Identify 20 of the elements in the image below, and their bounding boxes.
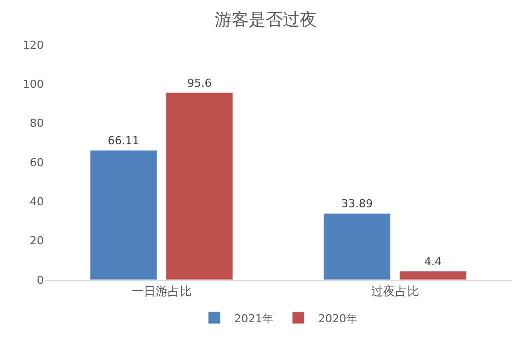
data-label: 95.6 xyxy=(187,76,212,90)
bar xyxy=(400,271,467,280)
y-tick-label: 0 xyxy=(37,274,44,287)
y-tick-label: 20 xyxy=(30,234,44,248)
y-tick-label: 100 xyxy=(23,78,44,92)
bar xyxy=(166,92,234,280)
x-tick-label: 一日游占比 xyxy=(132,284,192,298)
x-tick-label: 过夜占比 xyxy=(371,284,420,298)
y-tick-label: 60 xyxy=(30,156,44,170)
data-label: 33.89 xyxy=(342,198,374,211)
y-tick-label: 120 xyxy=(23,38,44,52)
bar xyxy=(90,150,158,280)
bar xyxy=(324,213,391,280)
y-tick-label: 40 xyxy=(30,196,44,209)
y-tick-label: 80 xyxy=(30,117,44,130)
legend-label: 2021年 xyxy=(234,312,274,326)
data-label: 66.11 xyxy=(108,134,140,148)
chart-title: 游客是否过夜 xyxy=(215,10,317,31)
legend-label: 2020年 xyxy=(318,312,358,326)
data-label: 4.4 xyxy=(424,255,442,268)
